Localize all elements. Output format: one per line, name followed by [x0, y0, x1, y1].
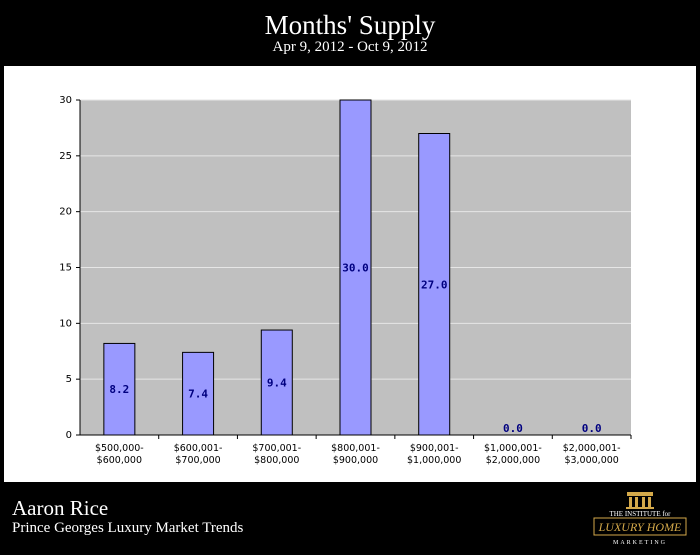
- bar-value-label: 9.4: [267, 377, 287, 390]
- bar: [182, 351, 215, 436]
- bar-chart: 0 5 10 15 20 25 30 8.2 $500,000-$600,000 7.4 $600,…: [59, 95, 632, 466]
- bar: [260, 329, 293, 436]
- x-tick-label: $700,000: [175, 455, 220, 466]
- x-tick-label: $2,000,001-: [563, 443, 621, 454]
- columns-icon: [626, 492, 654, 509]
- logo-line-2: LUXURY HOME: [598, 520, 682, 534]
- bar-value-label: 30.0: [342, 262, 369, 275]
- logo-line-3: MARKETING: [613, 540, 667, 546]
- bar-value-label: 8.2: [109, 383, 129, 396]
- y-tick-label: 20: [59, 207, 72, 218]
- bar-value-label: 0.0: [503, 422, 523, 435]
- x-tick-label: $800,001-: [331, 443, 380, 454]
- x-tick-label: $3,000,000: [564, 455, 618, 466]
- x-tick-label: $600,001-: [174, 443, 223, 454]
- chart-date-range: Apr 9, 2012 - Oct 9, 2012: [272, 39, 428, 55]
- bar: [103, 342, 136, 436]
- y-tick-label: 0: [66, 430, 72, 441]
- report-name: Prince Georges Luxury Market Trends: [12, 520, 244, 536]
- x-tick-label: $600,000: [97, 455, 142, 466]
- bar-value-label: 0.0: [582, 422, 602, 435]
- bar-value-label: 27.0: [421, 278, 448, 291]
- bar-value-label: 7.4: [188, 388, 208, 401]
- agent-name: Aaron Rice: [12, 496, 109, 520]
- bar: [339, 99, 372, 436]
- x-tick-label: $700,001-: [252, 443, 301, 454]
- y-tick-label: 5: [66, 374, 72, 385]
- institute-logo: THE INSTITUTE for LUXURY HOME MARKETING: [593, 492, 687, 546]
- x-tick-label: $900,001-: [410, 443, 459, 454]
- footer: Aaron Rice Prince Georges Luxury Market …: [0, 482, 700, 555]
- y-tick-label: 10: [59, 318, 72, 329]
- y-tick-label: 15: [59, 263, 72, 274]
- x-tick-label: $2,000,000: [486, 455, 540, 466]
- x-tick-label: $1,000,001-: [484, 443, 542, 454]
- x-tick-label: $500,000-: [95, 443, 144, 454]
- y-tick-label: 30: [59, 95, 72, 106]
- logo-line-1: THE INSTITUTE for: [609, 510, 671, 518]
- header: Months' Supply Apr 9, 2012 - Oct 9, 2012: [0, 0, 700, 65]
- x-tick-label: $800,000: [254, 455, 299, 466]
- chart-panel: 0 5 10 15 20 25 30 8.2 $500,000- $600,000 7.4 $600,…: [4, 66, 696, 482]
- x-tick-label: $1,000,000: [407, 455, 461, 466]
- y-tick-label: 25: [59, 151, 72, 162]
- chart-title: Months' Supply: [264, 10, 436, 40]
- bar: [418, 133, 451, 436]
- x-tick-label: $900,000: [333, 455, 378, 466]
